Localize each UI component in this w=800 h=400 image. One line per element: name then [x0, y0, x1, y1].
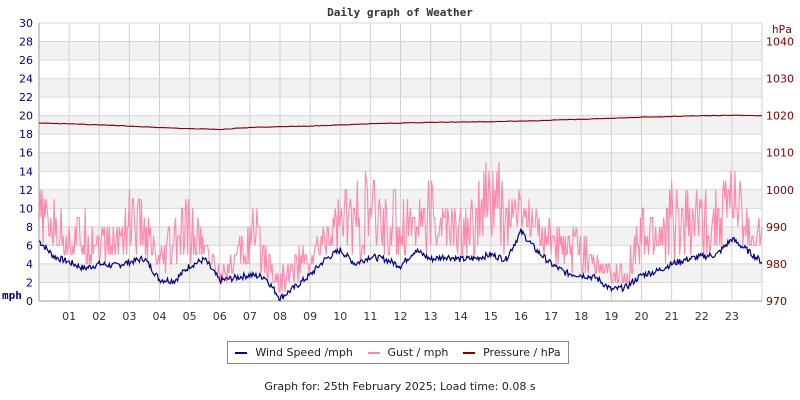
x-tick-label: 07 [243, 310, 257, 323]
y-tick-label: 22 [19, 91, 33, 104]
y-right-tick-label: 1030 [766, 73, 794, 86]
y-tick-label: 2 [26, 276, 33, 289]
y-tick-label: 24 [19, 73, 33, 86]
chart-title: Daily graph of Weather [327, 6, 473, 19]
y-tick-label: 4 [26, 258, 33, 271]
y-tick-label: 16 [19, 147, 33, 160]
x-tick-label: 03 [122, 310, 136, 323]
y-tick-label: 18 [19, 128, 33, 141]
y-tick-label: 28 [19, 36, 33, 49]
legend-label: Gust / mph [387, 346, 449, 359]
x-tick-label: 19 [604, 310, 618, 323]
wind-speed-swatch-icon [235, 351, 248, 354]
x-tick-label: 22 [695, 310, 709, 323]
x-tick-label: 12 [394, 310, 408, 323]
x-tick-label: 04 [153, 310, 167, 323]
x-tick-label: 21 [665, 310, 679, 323]
x-tick-label: 08 [273, 310, 287, 323]
graph-footer: Graph for: 25th February 2025; Load time… [264, 380, 536, 393]
x-tick-label: 20 [635, 310, 649, 323]
x-tick-label: 13 [424, 310, 438, 323]
x-tick-label: 23 [725, 310, 739, 323]
x-tick-label: 09 [303, 310, 317, 323]
y-axis-unit: mph [2, 289, 22, 302]
y-tick-label: 8 [26, 221, 33, 234]
x-tick-label: 14 [454, 310, 468, 323]
y-right-tick-label: 1000 [766, 184, 794, 197]
x-tick-label: 17 [544, 310, 558, 323]
y-tick-label: 10 [19, 202, 33, 215]
x-tick-label: 06 [213, 310, 227, 323]
y-tick-label: 0 [26, 295, 33, 308]
gust-swatch-icon [367, 351, 380, 354]
y-tick-label: 12 [19, 184, 33, 197]
legend-item-pressure: Pressure / hPa [463, 346, 561, 359]
legend-label: Pressure / hPa [483, 346, 561, 359]
pressure-swatch-icon [463, 351, 476, 354]
y-tick-label: 14 [19, 165, 33, 178]
x-tick-label: 16 [514, 310, 528, 323]
series-line-gust-mph [38, 161, 763, 293]
chart-legend: Wind Speed /mph Gust / mph Pressure / hP… [227, 341, 569, 364]
series-line-wind-speed-mph [38, 228, 763, 302]
y-right-tick-label: 1040 [766, 36, 794, 49]
y-tick-label: 20 [19, 110, 33, 123]
legend-item-wind-speed: Wind Speed /mph [235, 346, 353, 359]
legend-label: Wind Speed /mph [255, 346, 353, 359]
y-right-tick-label: 970 [766, 295, 787, 308]
legend-item-gust: Gust / mph [367, 346, 449, 359]
y-right-axis-unit: hPa [772, 23, 792, 36]
x-tick-label: 15 [484, 310, 498, 323]
x-tick-label: 11 [363, 310, 377, 323]
y-right-tick-label: 1020 [766, 110, 794, 123]
x-tick-label: 01 [62, 310, 76, 323]
y-tick-label: 30 [19, 17, 33, 30]
y-right-tick-label: 1010 [766, 147, 794, 160]
x-tick-label: 05 [183, 310, 197, 323]
x-tick-label: 18 [574, 310, 588, 323]
x-tick-label: 10 [333, 310, 347, 323]
x-tick-label: 02 [92, 310, 106, 323]
y-right-tick-label: 990 [766, 221, 787, 234]
series-line-pressure-hpa [38, 114, 763, 131]
y-tick-label: 26 [19, 54, 33, 67]
y-right-tick-label: 980 [766, 258, 787, 271]
y-tick-label: 6 [26, 239, 33, 252]
